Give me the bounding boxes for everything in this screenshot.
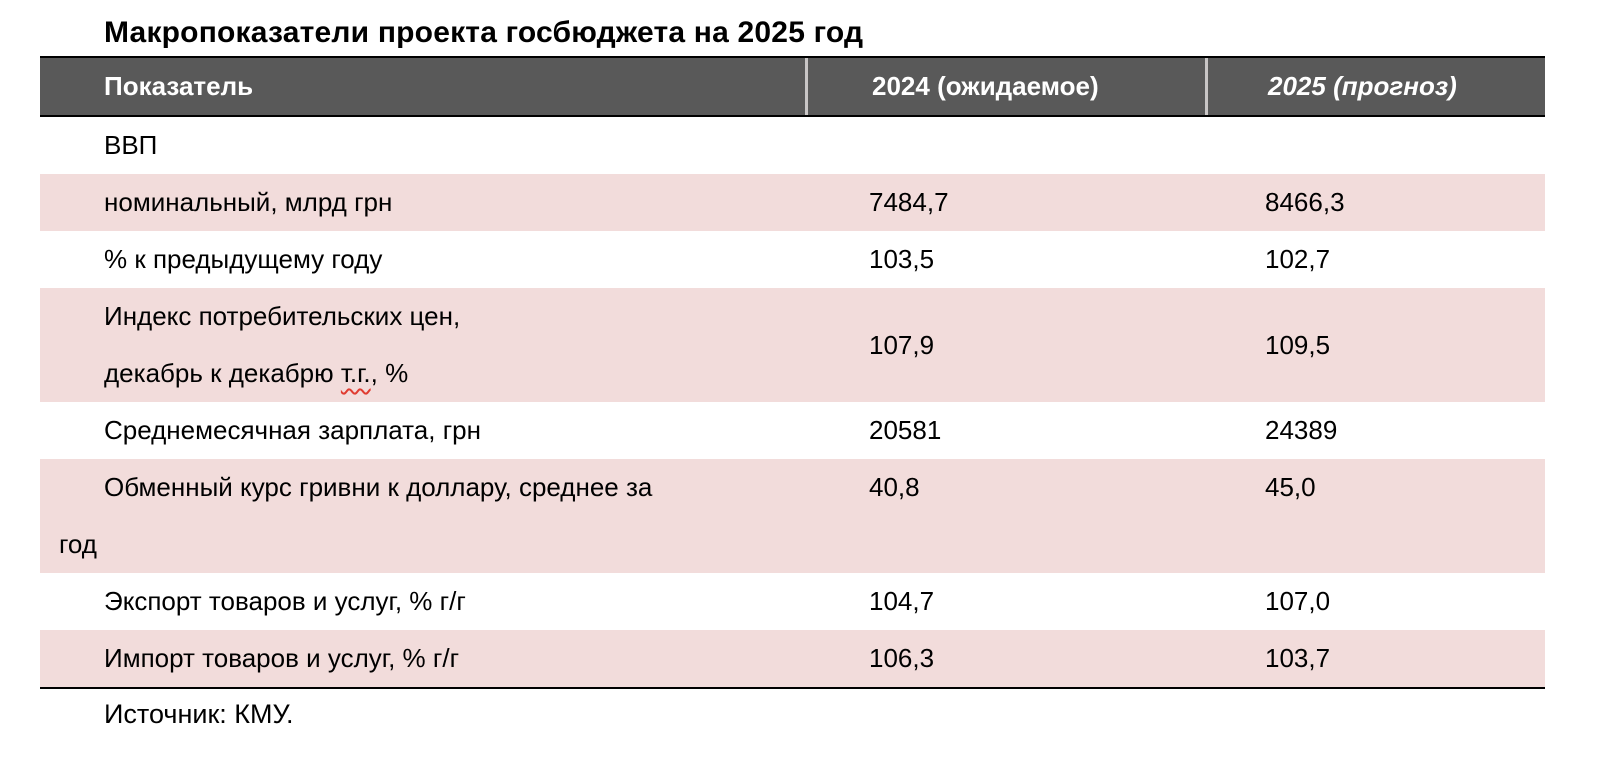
table-row: ВВП [40,117,1545,174]
value-2024-cell: 103,5 [869,244,935,274]
misspelled-word: т.г. [340,358,371,388]
indicator-cell: Индекс потребительских цен, декабрь к де… [40,288,805,402]
value-2024-cell: 7484,7 [869,187,949,217]
table-row: % к предыдущему году 103,5 102,7 [40,231,1545,288]
indicator-line-1: Обменный курс гривни к доллару, среднее … [104,472,653,502]
value-2024-cell: 107,9 [869,329,935,360]
table-row: Импорт товаров и услуг, % г/г 106,3 103,… [40,630,1545,687]
table-row: номинальный, млрд грн 7484,7 8466,3 [40,174,1545,231]
table-header-row: Показатель 2024 (ожидаемое) 2025 (прогно… [40,58,1545,117]
value-2025-cell: 109,5 [1265,329,1331,360]
page-title: Макропоказатели проекта госбюджета на 20… [104,16,864,49]
table-row: Обменный курс гривни к доллару, среднее … [40,459,1545,573]
header-indicator: Показатель [104,71,254,101]
value-2024-cell: 104,7 [869,586,935,616]
value-2025-cell: 45,0 [1265,472,1316,502]
indicator-line-2: декабрь к декабрю т.г., % [104,345,805,402]
indicator-line-2-suffix: , % [370,358,409,388]
value-2025-cell: 107,0 [1265,586,1331,616]
indicator-cell: ВВП [104,130,158,160]
table-row: Среднемесячная зарплата, грн 20581 24389 [40,402,1545,459]
indicator-line-1: Индекс потребительских цен, [104,301,461,331]
indicator-cell: Экспорт товаров и услуг, % г/г [104,586,466,616]
indicator-cell: Импорт товаров и услуг, % г/г [104,643,460,673]
value-2024-cell: 106,3 [869,643,935,673]
indicator-line-2-prefix: декабрь к декабрю [104,358,341,388]
value-2025-cell: 8466,3 [1265,187,1345,217]
header-2024-expected: 2024 (ожидаемое) [805,58,1205,115]
table-row: Экспорт товаров и услуг, % г/г 104,7 107… [40,573,1545,630]
source-note: Источник: КМУ. [104,699,294,729]
value-2025-cell [1205,117,1545,174]
value-2025-cell: 102,7 [1265,244,1331,274]
indicator-cell: % к предыдущему году [104,244,383,274]
indicator-cell: номинальный, млрд грн [104,187,393,217]
header-2025-forecast: 2025 (прогноз) [1205,58,1545,115]
indicator-line-2: год [59,529,97,559]
indicator-cell: Обменный курс гривни к доллару, среднее … [40,459,805,573]
value-2024-cell [805,117,1205,174]
macro-indicators-table: Показатель 2024 (ожидаемое) 2025 (прогно… [40,56,1545,689]
value-2024-cell: 20581 [869,415,942,445]
value-2025-cell: 24389 [1265,415,1338,445]
indicator-cell: Среднемесячная зарплата, грн [104,415,481,445]
value-2024-cell: 40,8 [869,472,920,502]
document-page: Макропоказатели проекта госбюджета на 20… [0,16,1610,760]
table-row: Индекс потребительских цен, декабрь к де… [40,288,1545,402]
value-2025-cell: 103,7 [1265,643,1331,673]
